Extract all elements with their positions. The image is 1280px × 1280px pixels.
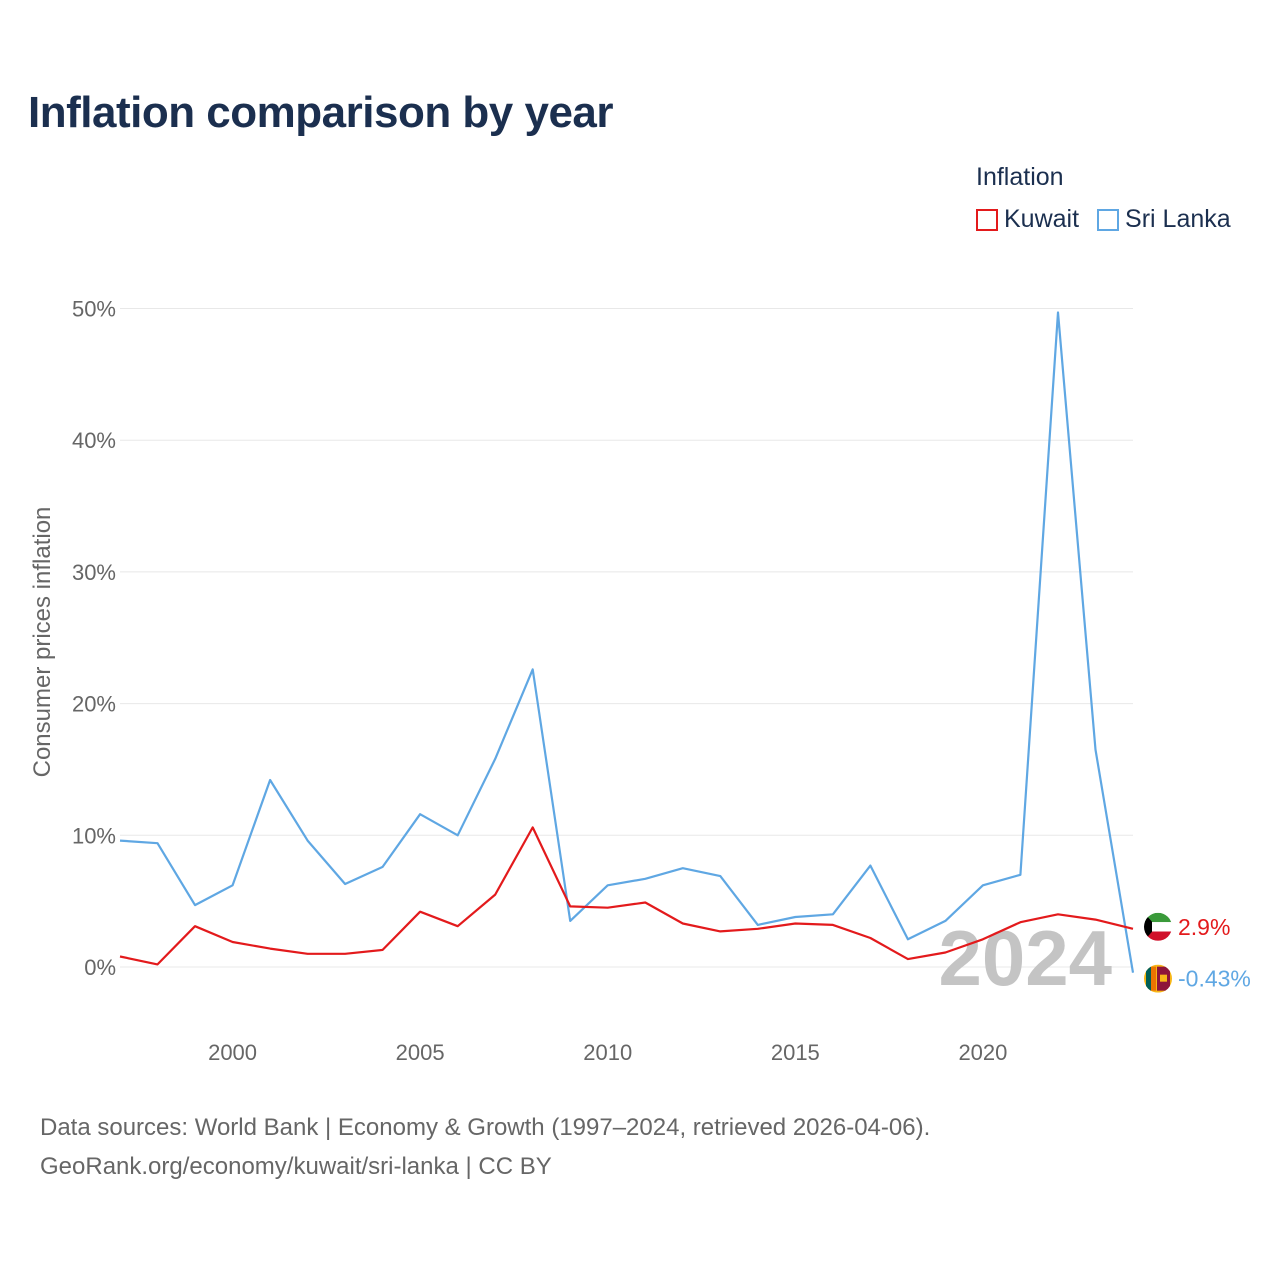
legend: Kuwait Sri Lanka [976, 205, 1231, 234]
y-axis-label: Consumer prices inflation [29, 507, 56, 778]
legend-item-sri-lanka[interactable]: Sri Lanka [1097, 205, 1231, 234]
y-tick-label: 0% [84, 955, 116, 980]
series-line-kuwait[interactable] [119, 826, 1134, 966]
y-tick-label: 40% [72, 428, 116, 453]
chart-title: Inflation comparison by year [28, 88, 614, 137]
kuwait-flag-icon [1144, 912, 1172, 941]
y-tick-label: 50% [72, 297, 116, 322]
x-tick-label: 2015 [771, 1040, 820, 1065]
legend-label-sri-lanka: Sri Lanka [1125, 205, 1231, 233]
series-line-sri-lanka[interactable] [119, 311, 1135, 973]
y-tick-label: 30% [72, 560, 116, 585]
legend-item-kuwait[interactable]: Kuwait [976, 205, 1079, 234]
x-tick-label: 2020 [958, 1040, 1007, 1065]
sri-lanka-flag-icon [1144, 964, 1172, 993]
line-chart: 0% 10% 20% 30% 40% 50% 2000 2005 2010 2015 2020 C… [29, 297, 1251, 1066]
x-tick-label: 2005 [396, 1040, 445, 1065]
legend-swatch-kuwait [976, 208, 998, 231]
footer-link[interactable]: GeoRank.org/economy/kuwait/sri-lanka | C… [40, 1153, 552, 1180]
x-tick-label: 2000 [208, 1040, 257, 1065]
y-tick-label: 20% [72, 692, 116, 717]
footer: Data sources: World Bank | Economy & Gro… [40, 1108, 930, 1186]
y-tick-label: 10% [72, 823, 116, 848]
end-label-sri-lanka: -0.43% [1178, 966, 1251, 992]
end-label-kuwait: 2.9% [1178, 914, 1230, 940]
legend-swatch-sri-lanka [1097, 208, 1120, 231]
legend-title: Inflation [976, 163, 1064, 191]
legend-label-kuwait: Kuwait [1004, 205, 1080, 233]
year-watermark: 2024 [938, 914, 1112, 1002]
footer-sources: Data sources: World Bank | Economy & Gro… [40, 1114, 931, 1141]
x-tick-label: 2010 [583, 1040, 632, 1065]
